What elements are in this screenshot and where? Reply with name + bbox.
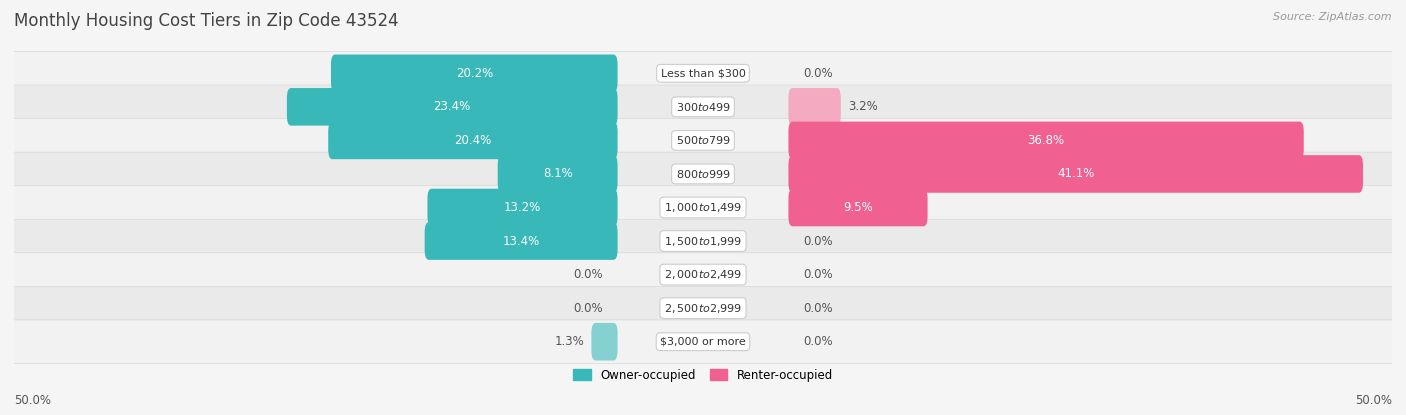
FancyBboxPatch shape (328, 122, 617, 159)
Text: 20.2%: 20.2% (456, 67, 494, 80)
FancyBboxPatch shape (0, 85, 1406, 129)
Text: $2,000 to $2,499: $2,000 to $2,499 (664, 268, 742, 281)
FancyBboxPatch shape (287, 88, 617, 126)
FancyBboxPatch shape (0, 119, 1406, 162)
FancyBboxPatch shape (592, 323, 617, 361)
Text: Less than $300: Less than $300 (661, 68, 745, 78)
Text: $300 to $499: $300 to $499 (675, 101, 731, 113)
Text: 13.4%: 13.4% (502, 234, 540, 248)
FancyBboxPatch shape (330, 54, 617, 92)
FancyBboxPatch shape (0, 152, 1406, 196)
Text: 13.2%: 13.2% (503, 201, 541, 214)
Text: 50.0%: 50.0% (14, 394, 51, 407)
Text: 0.0%: 0.0% (804, 67, 834, 80)
Text: $3,000 or more: $3,000 or more (661, 337, 745, 347)
Text: 3.2%: 3.2% (848, 100, 877, 113)
Text: 0.0%: 0.0% (804, 335, 834, 348)
FancyBboxPatch shape (427, 189, 617, 226)
Text: 1.3%: 1.3% (555, 335, 585, 348)
Text: $800 to $999: $800 to $999 (675, 168, 731, 180)
Text: 36.8%: 36.8% (1028, 134, 1064, 147)
Text: $2,500 to $2,999: $2,500 to $2,999 (664, 302, 742, 315)
Text: Source: ZipAtlas.com: Source: ZipAtlas.com (1274, 12, 1392, 22)
FancyBboxPatch shape (789, 189, 928, 226)
Text: $1,500 to $1,999: $1,500 to $1,999 (664, 234, 742, 248)
FancyBboxPatch shape (498, 155, 617, 193)
Text: 0.0%: 0.0% (572, 302, 602, 315)
Text: $500 to $799: $500 to $799 (675, 134, 731, 146)
Text: 0.0%: 0.0% (804, 302, 834, 315)
Text: 0.0%: 0.0% (804, 234, 834, 248)
FancyBboxPatch shape (0, 253, 1406, 296)
FancyBboxPatch shape (0, 51, 1406, 95)
Text: 50.0%: 50.0% (1355, 394, 1392, 407)
Legend: Owner-occupied, Renter-occupied: Owner-occupied, Renter-occupied (567, 363, 839, 388)
Text: 0.0%: 0.0% (572, 268, 602, 281)
Text: $1,000 to $1,499: $1,000 to $1,499 (664, 201, 742, 214)
Text: 8.1%: 8.1% (543, 167, 572, 181)
FancyBboxPatch shape (425, 222, 617, 260)
Text: 20.4%: 20.4% (454, 134, 492, 147)
FancyBboxPatch shape (0, 219, 1406, 263)
Text: 23.4%: 23.4% (433, 100, 471, 113)
Text: 9.5%: 9.5% (844, 201, 873, 214)
FancyBboxPatch shape (789, 88, 841, 126)
FancyBboxPatch shape (0, 320, 1406, 364)
Text: Monthly Housing Cost Tiers in Zip Code 43524: Monthly Housing Cost Tiers in Zip Code 4… (14, 12, 399, 30)
FancyBboxPatch shape (0, 286, 1406, 330)
FancyBboxPatch shape (789, 122, 1303, 159)
FancyBboxPatch shape (0, 186, 1406, 229)
FancyBboxPatch shape (789, 155, 1362, 193)
Text: 0.0%: 0.0% (804, 268, 834, 281)
Text: 41.1%: 41.1% (1057, 167, 1094, 181)
